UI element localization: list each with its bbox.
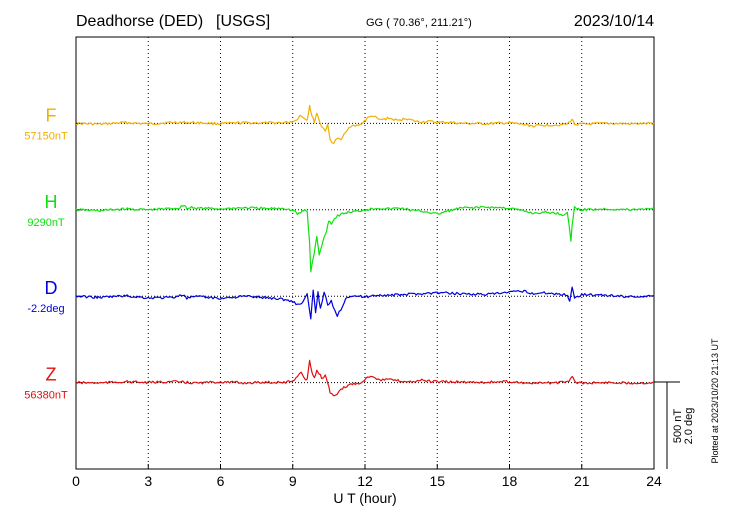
- chart-title-date: 2023/10/14: [574, 13, 654, 30]
- series-name-h: H: [45, 192, 58, 212]
- series-name-f: F: [46, 105, 57, 125]
- x-axis-ticks: 0 3 6 9 12 15 18 21 24: [72, 464, 662, 489]
- series-name-d: D: [45, 278, 58, 298]
- x-tick-label-18: 18: [502, 473, 518, 489]
- series-baseline-h: 9290nT: [27, 217, 65, 229]
- x-tick-label-12: 12: [357, 473, 373, 489]
- x-tick-label-24: 24: [646, 473, 662, 489]
- x-tick-label-15: 15: [429, 473, 445, 489]
- series-name-z: Z: [46, 365, 57, 385]
- plotted-note: Plotted at 2023/10/20 21:13 UT: [710, 338, 720, 464]
- series-baseline-f: 57150nT: [24, 130, 68, 142]
- x-axis-label: U T (hour): [333, 490, 396, 506]
- series-line-z: [75, 359, 655, 397]
- chart-title-station: Deadhorse (DED): [76, 13, 203, 30]
- x-tick-label-0: 0: [72, 473, 80, 489]
- grid: [147, 37, 583, 469]
- chart-title-coords: GG ( 70.36°, 211.21°): [366, 17, 472, 29]
- series-line-d: [75, 286, 655, 320]
- series-group: [75, 104, 655, 397]
- scale-angle-label: 2.0 deg: [683, 408, 695, 445]
- x-tick-label-6: 6: [217, 473, 225, 489]
- x-tick-label-9: 9: [289, 473, 297, 489]
- scale-amplitude-label: 500 nT: [672, 409, 684, 444]
- series-line-h: [75, 205, 655, 273]
- x-tick-label-3: 3: [144, 473, 152, 489]
- series-baseline-z: 56380nT: [24, 390, 68, 402]
- scale-bar: 500 nT 2.0 deg: [654, 381, 695, 469]
- chart-title-network: [USGS]: [216, 13, 270, 30]
- x-tick-label-21: 21: [574, 473, 590, 489]
- series-line-f: [75, 104, 655, 145]
- channel-labels: F 57150nT H 9290nT D -2.2deg Z 56380nT: [24, 105, 68, 401]
- series-baseline-d: -2.2deg: [27, 303, 64, 315]
